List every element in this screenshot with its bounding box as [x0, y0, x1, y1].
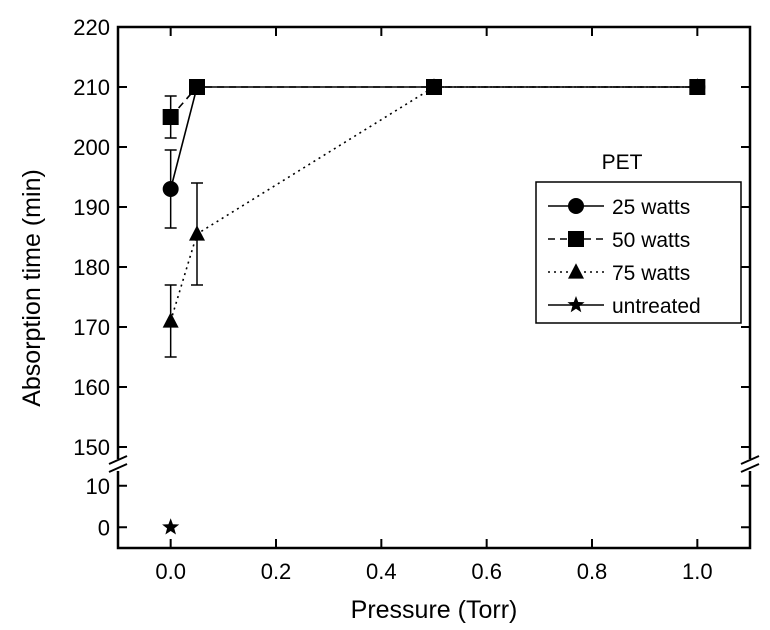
axis-break [108, 455, 760, 473]
x-tick-label: 0.2 [261, 559, 292, 584]
axis-break-mark [108, 455, 128, 465]
data-point [162, 109, 179, 125]
y-tick-label: 170 [73, 315, 110, 340]
x-tick-label: 0.8 [577, 559, 608, 584]
legend-items: 25 watts 50 watts 75 watts untreated [548, 196, 701, 318]
legend-label: 50 watts [612, 229, 690, 252]
y-tick-label: 190 [73, 195, 110, 220]
data-point [426, 78, 442, 94]
y-tick-label: 0 [98, 515, 110, 540]
x-tick-label: 1.0 [682, 559, 713, 584]
x-axis-title: Pressure (Torr) [351, 596, 518, 624]
data-point [689, 78, 706, 94]
x-tick-label: 0.0 [155, 559, 186, 584]
data-point [162, 312, 179, 328]
legend-marker [568, 231, 584, 247]
plot-frame [116, 25, 752, 550]
x-tick-label: 0.4 [366, 559, 397, 584]
data-point [189, 225, 205, 241]
legend-label: 25 watts [612, 196, 690, 219]
data-point [162, 181, 179, 197]
data-point [162, 518, 180, 535]
legend-marker [567, 296, 585, 313]
legend-title: PET [602, 151, 643, 174]
series-line [170, 86, 698, 118]
legend-label: untreated [612, 295, 701, 318]
legend: PET 25 watts 50 watts 75 watts untreated [535, 151, 742, 324]
legend-label: 75 watts [612, 262, 690, 285]
x-tick-label: 0.6 [471, 559, 502, 584]
data-point [189, 79, 205, 95]
series-lines [169, 86, 698, 322]
y-tick-label: 210 [73, 75, 110, 100]
axis-break-mark [740, 455, 760, 465]
y-tick-label: 200 [73, 135, 110, 160]
y-tick-label: 160 [73, 375, 110, 400]
y-tick-label: 150 [73, 435, 110, 460]
axis-break-mark [740, 463, 760, 473]
axis-break-mark [108, 463, 128, 473]
y-tick-label: 180 [73, 255, 110, 280]
legend-marker [568, 198, 584, 214]
data-markers [162, 78, 706, 535]
legend-marker [568, 263, 584, 279]
y-tick-label: 10 [86, 474, 110, 499]
ticks-layer: 0.0 0.2 0.4 0.6 0.8 1.0 150 160 170 180 190 200 210 2… [73, 15, 750, 584]
y-tick-label: 220 [73, 15, 110, 40]
y-axis-title: Absorption time (min) [18, 169, 46, 407]
